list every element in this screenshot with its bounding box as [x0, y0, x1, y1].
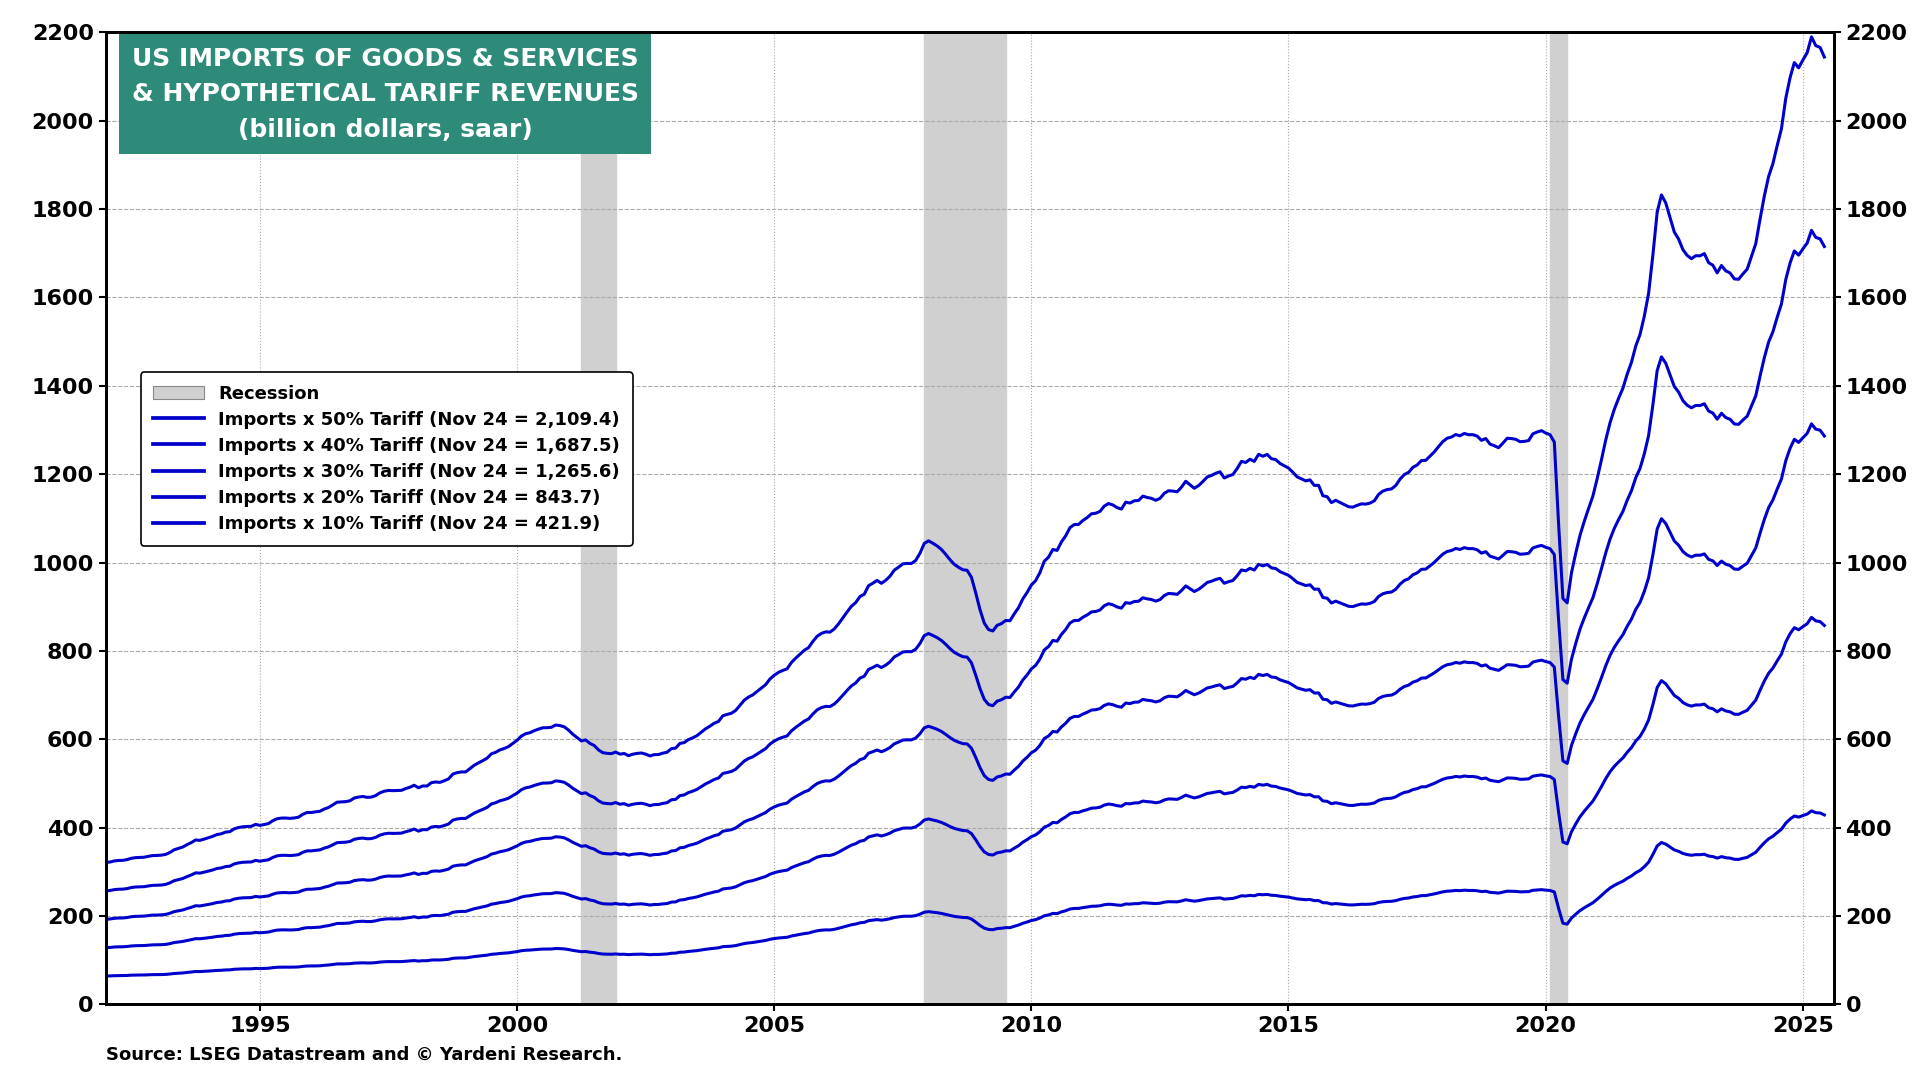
Bar	[1549, 32, 1567, 1004]
Bar	[582, 32, 616, 1004]
Text: US IMPORTS OF GOODS & SERVICES
& HYPOTHETICAL TARIFF REVENUES
(billion dollars, : US IMPORTS OF GOODS & SERVICES & HYPOTHE…	[131, 46, 639, 141]
Text: Source: LSEG Datastream and © Yardeni Research.: Source: LSEG Datastream and © Yardeni Re…	[106, 1045, 622, 1064]
Bar	[924, 32, 1006, 1004]
Legend: Recession, Imports x 50% Tariff (Nov 24 = 2,109.4), Imports x 40% Tariff (Nov 24: Recession, Imports x 50% Tariff (Nov 24 …	[140, 372, 632, 545]
